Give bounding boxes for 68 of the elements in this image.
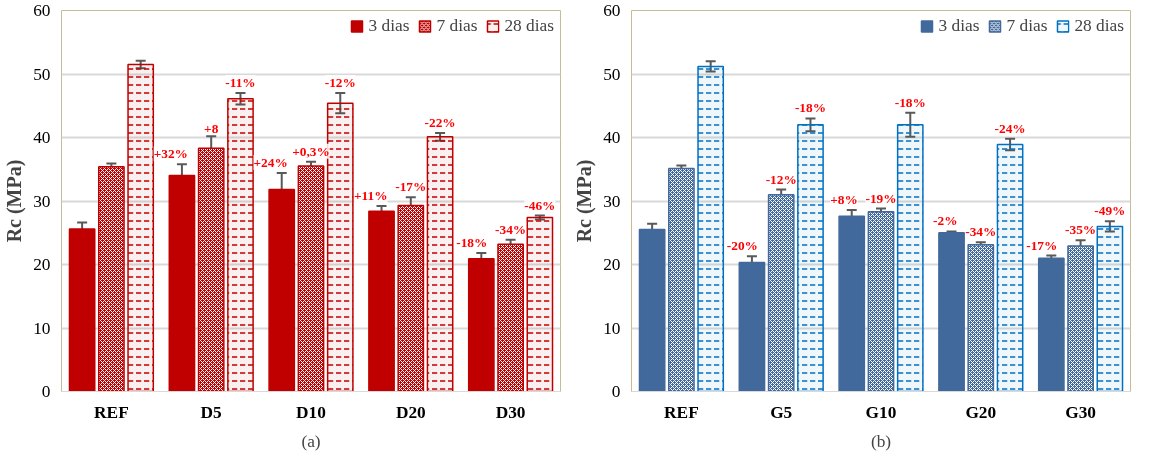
annotation: -34% <box>965 224 997 240</box>
bar <box>268 188 296 392</box>
annotation: -20% <box>726 238 758 254</box>
y-tick-label: 30 <box>33 191 51 211</box>
x-tick-label: D20 <box>395 402 426 422</box>
annotation: +32% <box>153 146 188 162</box>
bar <box>68 228 96 392</box>
y-tick-label: 50 <box>603 64 621 84</box>
y-tick-label: 60 <box>603 1 621 20</box>
legend-label: 3 dias <box>938 16 980 36</box>
x-tick-label: D5 <box>200 402 223 422</box>
bar <box>1037 257 1065 392</box>
y-tick-label: 10 <box>33 318 51 338</box>
annotation: -18% <box>894 94 926 110</box>
annotation: -19% <box>865 190 897 206</box>
x-tick-label: D30 <box>495 402 526 422</box>
y-tick-label: 60 <box>33 1 51 20</box>
bar <box>168 174 196 392</box>
annotation: -12% <box>765 171 797 187</box>
annotation: -18% <box>456 235 488 251</box>
y-tick-label: 40 <box>33 128 51 147</box>
annotation: -18% <box>794 100 827 116</box>
y-tick-label: 40 <box>603 128 621 147</box>
x-tick-label: G20 <box>965 402 997 422</box>
annotation: -46% <box>524 197 556 213</box>
x-tick-label: G10 <box>865 402 897 422</box>
text: (b) <box>870 431 892 451</box>
legend-label: 28 dias <box>504 16 554 36</box>
x-tick-label: REF <box>94 402 129 422</box>
annotation: -17% <box>395 179 427 195</box>
y-tick-label: 20 <box>603 255 621 274</box>
bar <box>368 210 395 392</box>
y-axis-title: Rc (MPa) <box>3 159 27 243</box>
x-tick-label: G30 <box>1065 402 1097 422</box>
legend-label: 7 dias <box>436 16 478 36</box>
y-tick-label: 30 <box>603 191 621 211</box>
x-tick-label: G5 <box>770 402 793 422</box>
annotation: +0,3% <box>292 143 330 159</box>
annotation: -17% <box>1026 237 1058 253</box>
y-tick-label: 10 <box>603 318 621 338</box>
annotation: -12% <box>324 75 356 91</box>
annotation: -34% <box>495 221 527 237</box>
annotation: +8% <box>830 191 858 207</box>
y-axis-title: Rc (MPa) <box>573 159 597 243</box>
bar <box>838 215 866 392</box>
annotation: -24% <box>994 120 1026 136</box>
legend-label: 3 dias <box>368 16 410 36</box>
bar <box>467 258 495 392</box>
bar <box>738 261 766 392</box>
bar <box>938 232 965 392</box>
annotation: +24% <box>253 155 288 171</box>
y-tick-label: 50 <box>33 64 51 84</box>
y-tick-label: 0 <box>41 382 51 401</box>
bar <box>638 228 666 392</box>
legend-label: 7 dias <box>1006 16 1048 36</box>
legend-label: 28 dias <box>1074 16 1124 36</box>
annotation: -2% <box>933 213 958 229</box>
x-tick-label: D10 <box>296 402 326 422</box>
annotation: -11% <box>225 75 256 91</box>
annotation: -35% <box>1065 222 1097 238</box>
x-tick-label: REF <box>664 402 699 422</box>
y-tick-label: 0 <box>611 382 621 401</box>
y-tick-label: 20 <box>33 255 51 274</box>
annotation: +8 <box>204 121 219 137</box>
text: (a) <box>301 431 321 451</box>
annotation: -22% <box>424 115 456 131</box>
annotation: +11% <box>354 188 388 204</box>
annotation: -49% <box>1094 203 1126 219</box>
